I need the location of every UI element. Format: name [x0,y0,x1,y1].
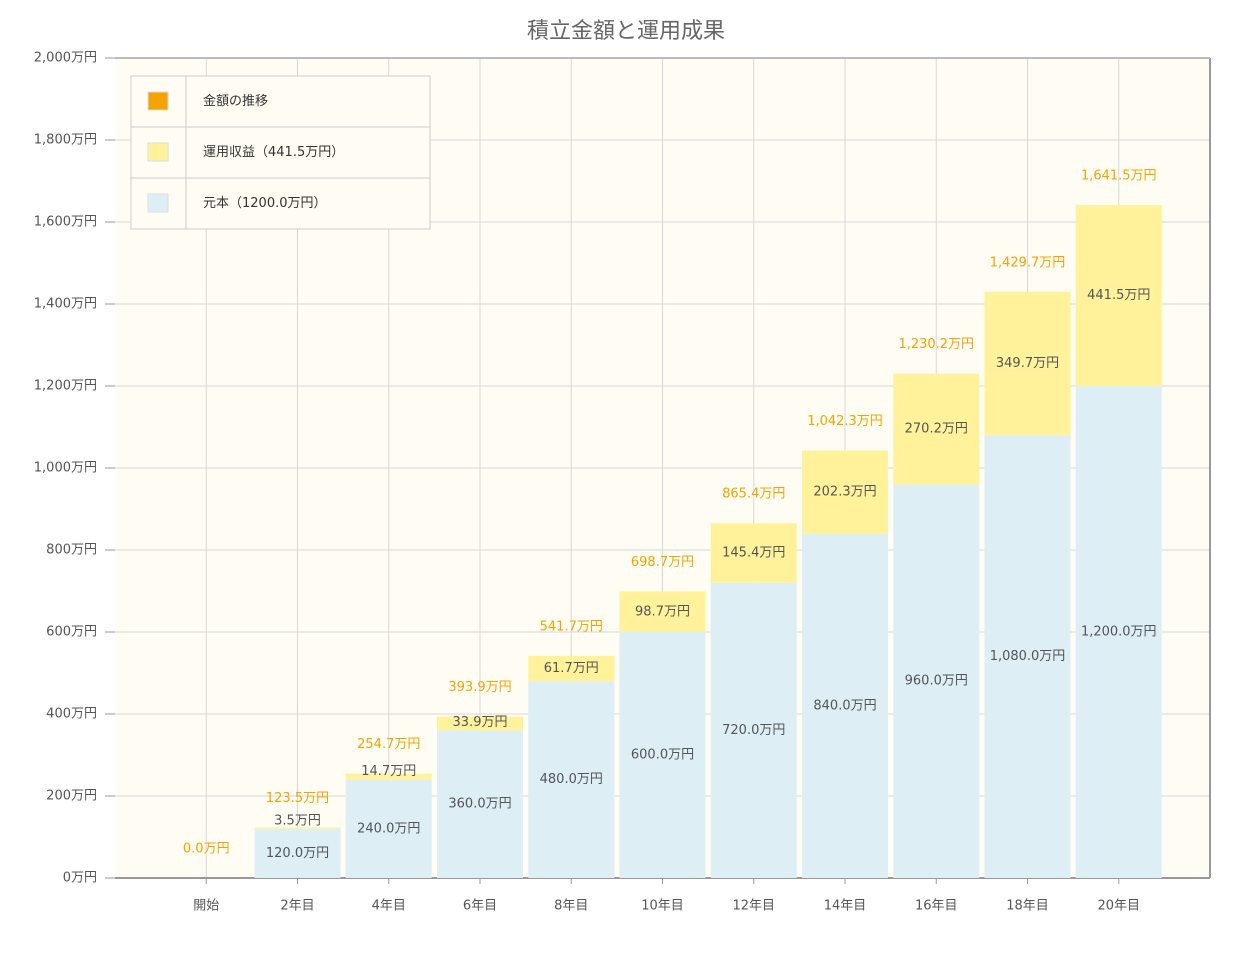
legend-label: 元本（1200.0万円） [203,196,327,211]
segment-label: 960.0万円 [905,674,968,689]
bar-segment [802,450,888,534]
y-tick-label: 1,600万円 [34,215,97,230]
total-label: 541.7万円 [540,619,603,634]
x-tick-label: 20年目 [1097,899,1140,914]
segment-label: 441.5万円 [1087,288,1150,303]
total-label: 1,641.5万円 [1081,168,1157,183]
x-tick-label: 12年目 [732,899,775,914]
bar-segment [893,373,980,485]
bar-segment [437,716,523,731]
total-label: 123.5万円 [266,791,329,806]
segment-label: 120.0万円 [266,846,329,861]
y-tick-label: 1,800万円 [34,133,97,148]
segment-label: 1,080.0万円 [990,649,1066,664]
x-tick-label: 18年目 [1006,899,1049,914]
total-label: 865.4万円 [722,487,785,502]
bar-segment [1075,386,1162,878]
bar-segment [802,533,888,878]
x-tick-label: 14年目 [824,899,867,914]
bar-segment [710,523,797,583]
bar-segment [619,632,706,878]
y-tick-label: 800万円 [46,543,97,558]
segment-label: 349.7万円 [996,356,1059,371]
x-tick-label: 6年目 [463,899,497,914]
bar-segment [1075,204,1162,386]
y-tick-label: 400万円 [46,707,97,722]
bar-segment [437,730,523,878]
y-tick-label: 0万円 [63,871,97,886]
segment-label: 720.0万円 [722,723,785,738]
segment-label: 98.7万円 [635,604,690,619]
x-tick-label: 16年目 [915,899,958,914]
segment-label: 3.5万円 [274,813,321,828]
x-tick-label: 2年目 [280,899,314,914]
segment-label: 840.0万円 [813,698,876,713]
segment-label: 600.0万円 [631,748,694,763]
bar-segment [345,773,432,780]
segment-label: 14.7万円 [361,764,416,779]
chart-title: 積立金額と運用成果 [527,19,725,44]
legend-box [130,75,431,230]
x-tick-label: 8年目 [554,899,588,914]
bar-segment [528,655,615,682]
bar-segment [528,681,615,878]
segment-label: 480.0万円 [540,772,603,787]
segment-label: 33.9万円 [453,715,508,730]
bar-segment [710,582,797,878]
bar-segment [893,484,980,878]
segment-label: 61.7万円 [544,661,599,676]
y-tick-label: 1,000万円 [34,461,97,476]
bar-segment [254,828,341,878]
total-label: 1,429.7万円 [990,255,1066,270]
total-label: 698.7万円 [631,555,694,570]
x-tick-label: 4年目 [372,899,406,914]
legend-swatch [147,142,169,162]
total-label: 1,230.2万円 [898,337,974,352]
segment-label: 1,200.0万円 [1081,625,1157,640]
y-tick-label: 1,200万円 [34,379,97,394]
bar-segment [619,591,706,632]
legend-label: 金額の推移 [203,93,268,109]
total-label: 254.7万円 [357,737,420,752]
segment-label: 240.0万円 [357,821,420,836]
total-label: 393.9万円 [448,680,511,695]
total-label: 0.0万円 [183,842,230,857]
x-tick-label: 開始 [193,899,219,914]
y-tick-label: 2,000万円 [34,51,97,66]
bar-segment [984,435,1071,878]
segment-label: 360.0万円 [448,797,511,812]
total-label: 1,042.3万円 [807,414,883,429]
y-tick-label: 1,400万円 [34,297,97,312]
legend-label: 運用収益（441.5万円） [203,145,344,160]
bar-segment [984,291,1071,436]
bar-segment [254,827,341,829]
y-tick-label: 200万円 [46,789,97,804]
bar-segment [345,779,432,878]
x-tick-label: 10年目 [641,899,684,914]
y-tick-label: 600万円 [46,625,97,640]
legend-swatch [147,193,169,213]
segment-label: 270.2万円 [905,422,968,437]
legend-swatch [147,91,169,111]
segment-label: 145.4万円 [722,545,785,560]
segment-label: 202.3万円 [813,485,876,500]
